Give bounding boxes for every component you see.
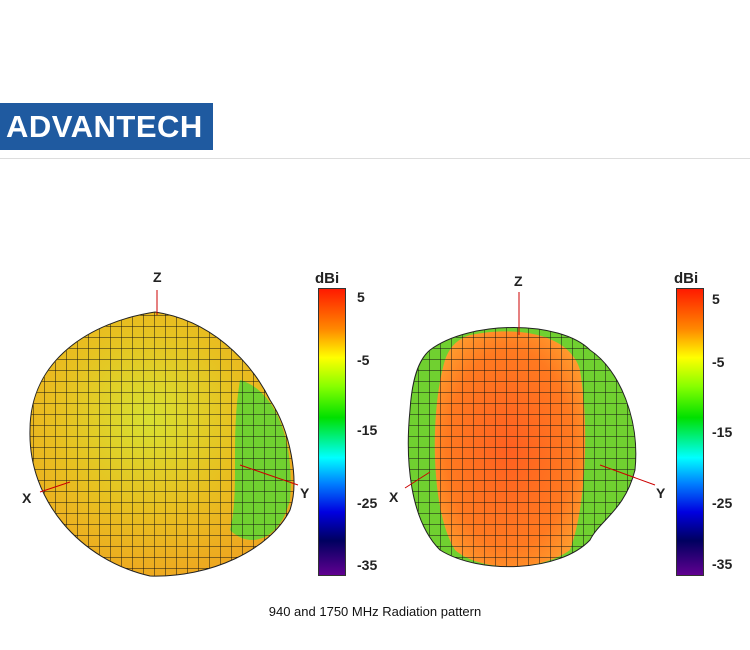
colorbar-tick: -35 bbox=[357, 557, 378, 573]
header-divider bbox=[0, 158, 750, 159]
z-axis-label: Z bbox=[514, 273, 523, 289]
colorbar bbox=[676, 288, 704, 576]
colorbar-tick: -25 bbox=[357, 495, 378, 511]
x-axis-label: X bbox=[389, 489, 399, 505]
colorbar-tick: 5 bbox=[357, 289, 365, 305]
colorbar-tick: -35 bbox=[712, 556, 733, 572]
colorbar-tick: -25 bbox=[712, 495, 733, 511]
colorbar-tick: -15 bbox=[357, 422, 378, 438]
y-axis-label: Y bbox=[300, 485, 310, 501]
advantech-logo: ADVANTECH bbox=[0, 103, 213, 150]
colorbar bbox=[318, 288, 346, 576]
x-axis-label: X bbox=[22, 490, 32, 506]
pattern-940-surface bbox=[29, 290, 299, 577]
colorbar-tick: -5 bbox=[712, 354, 725, 370]
colorbar-tick: -5 bbox=[357, 352, 370, 368]
z-axis-label: Z bbox=[153, 269, 162, 285]
figure-caption: 940 and 1750 MHz Radiation pattern bbox=[268, 604, 482, 619]
radiation-patterns bbox=[29, 290, 656, 577]
colorbar-tick: 5 bbox=[712, 291, 720, 307]
colorbar-tick: -15 bbox=[712, 424, 733, 440]
colorbar-unit: dBi bbox=[674, 270, 699, 287]
pattern-1750-surface bbox=[404, 292, 656, 568]
y-axis-label: Y bbox=[656, 485, 666, 501]
colorbar-unit: dBi bbox=[315, 270, 340, 287]
